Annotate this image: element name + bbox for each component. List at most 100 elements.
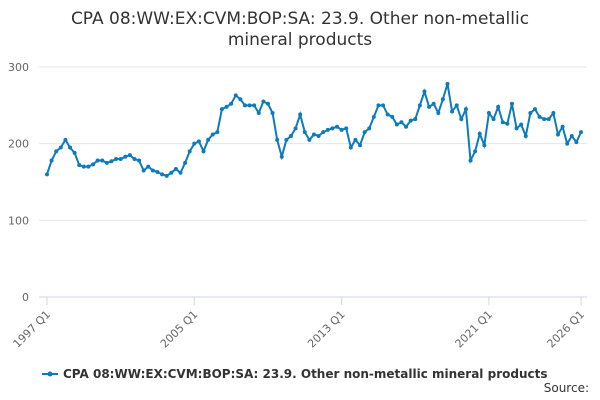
y-tick-label: 100 [8,214,29,227]
point [58,145,63,150]
point [505,121,510,126]
point [436,111,441,115]
point [252,103,257,108]
point [312,132,316,137]
point [164,173,169,178]
point [367,126,372,131]
point [91,162,96,167]
point [422,89,427,94]
point [413,117,418,122]
point [528,111,533,115]
point [560,124,565,129]
legend-label: CPA 08:WW:EX:CVM:BOP:SA: 23.9. Other non… [63,367,547,381]
point [293,126,298,131]
point [77,163,82,168]
legend-marker [47,371,53,377]
point [201,149,206,154]
point [445,81,450,86]
point [178,170,183,175]
point [362,130,367,135]
point [500,120,505,125]
point [114,157,119,161]
point [72,150,77,155]
point [468,158,473,163]
point [127,153,132,158]
point [123,154,128,159]
point [381,103,386,108]
x-tick-label: 2021 Q1 [453,308,496,351]
point [440,97,445,102]
point [242,103,247,108]
point [473,149,478,154]
point [81,164,86,169]
x-tick-label: 2026 Q1 [545,308,588,351]
point [233,93,238,98]
point [385,112,390,117]
point [261,99,266,104]
point [454,103,459,108]
point [95,158,100,163]
point [390,114,395,119]
point [408,118,413,123]
point [353,137,358,142]
point [215,130,220,135]
point [417,103,422,108]
point [196,139,201,144]
point [238,97,243,102]
point [542,117,547,122]
point [146,164,151,169]
point [482,143,487,148]
point [371,114,376,119]
point [206,137,211,142]
point [284,137,289,142]
point [579,130,583,135]
point [321,130,326,135]
x-tick-label: 1997 Q1 [11,308,54,351]
point [514,126,519,131]
point [132,157,137,161]
point [358,143,363,148]
point [270,111,275,115]
point [229,101,234,106]
point [100,158,105,163]
point [275,137,280,142]
point [302,130,307,135]
point [86,164,91,169]
point [477,131,482,136]
point [224,104,229,109]
point [68,145,73,150]
point [183,160,188,165]
y-tick-label: 200 [8,138,29,151]
point [491,117,496,122]
point [137,158,142,163]
point [486,111,491,115]
point [118,157,123,161]
point [325,127,330,132]
point [150,168,155,173]
point [155,170,160,175]
point [169,170,174,175]
point [316,134,321,138]
point [496,104,501,109]
point [537,114,542,119]
point [265,101,270,106]
point [348,145,353,150]
point [431,101,436,106]
point [404,124,409,129]
point [546,117,551,122]
point [307,137,312,142]
point [450,109,455,114]
point [160,172,165,177]
point [459,117,464,122]
point [109,159,114,164]
point [376,103,381,108]
point [279,154,284,159]
point [187,149,192,154]
point [49,158,54,163]
point [45,172,49,177]
point [569,134,574,138]
point [104,160,109,165]
chart-title: CPA 08:WW:EX:CVM:BOP:SA: 23.9. Other non… [71,9,529,50]
point [399,120,404,125]
